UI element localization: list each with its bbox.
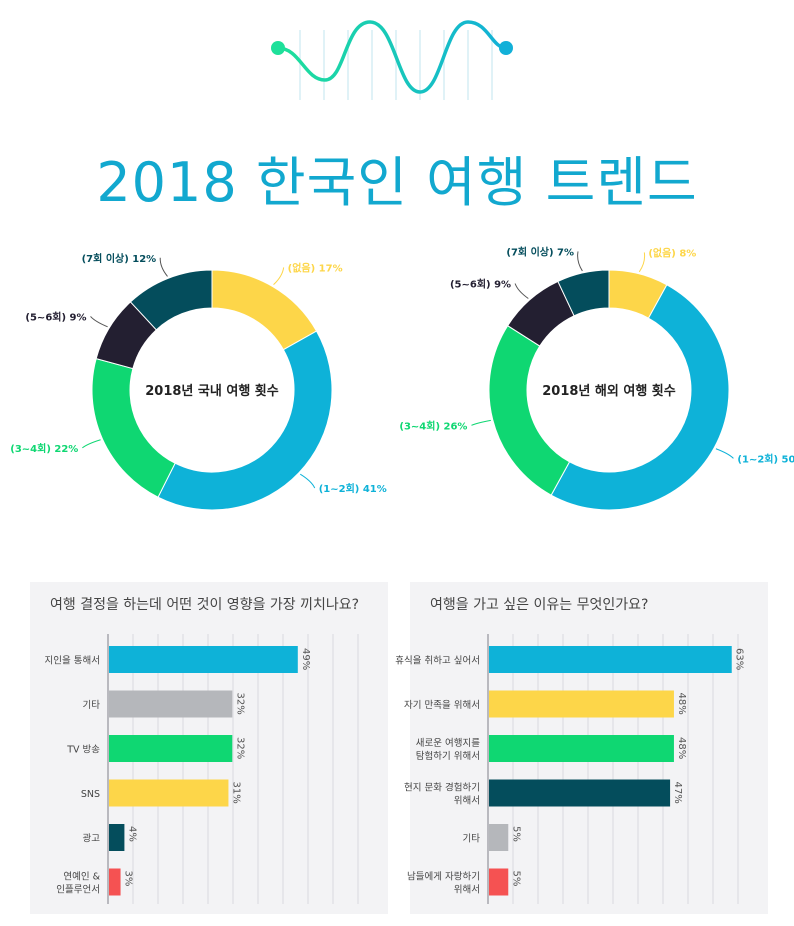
bar3-value-5: 5% [510,871,521,887]
donut0-slice-4 [129,269,213,331]
bar2-value-2: 32% [234,737,245,759]
donut1-center-title: 2018년 해외 여행 횟수 [542,383,676,399]
donut1-slice-4 [557,269,610,317]
donut1-label-3: (5~6회) 9% [450,277,511,290]
bar2-bar-5 [109,868,121,896]
influence-bar-chart: 지인을 통해서 49% 기타 32% TV 방송 32% SNS 31% 광고 4% 연예인 &인플… [45,634,359,904]
donut1-leader-3 [514,283,529,299]
bar3-category-2-1: 탐험하기 위해서 [416,750,480,762]
reason-bar-panel: 여행을 가고 싶은 이유는 무엇인가요? 휴식을 취하고 싶어서 63% 자기 만족… [395,582,768,914]
bar2-value-4: 4% [126,826,137,842]
wave-logo-icon [271,20,513,100]
bar2-category-0-0: 지인을 통해서 [45,655,100,667]
donut0-label-3: (5~6회) 9% [25,310,86,323]
bar2-bar-2 [109,735,233,762]
bar3-value-2: 48% [676,737,687,759]
bar2-bar-3 [109,779,229,807]
donut1-leader-0 [638,252,646,273]
donut1-label-0: (없음) 8% [648,246,696,259]
influence-chart-title: 여행 결정을 하는데 어떤 것이 영향을 가장 끼치나요? [50,597,360,613]
donut0-label-1: (1~2회) 41% [319,482,387,495]
donut0-slice-1 [157,330,333,511]
donut0-leader-1 [299,473,316,489]
bar3-category-3-1: 위해서 [454,795,480,807]
bar3-value-1: 48% [676,693,687,715]
reason-chart-title: 여행을 가고 싶은 이유는 무엇인가요? [430,597,649,613]
donut0-leader-2 [82,439,101,449]
donut1-leader-4 [577,251,583,272]
bar2-category-2-0: TV 방송 [66,745,100,756]
donut0-leader-3 [90,316,108,328]
donut0-leader-0 [273,267,285,286]
bar2-value-1: 32% [234,693,245,715]
bar3-bar-5 [489,868,509,896]
donut1-leader-2 [471,419,491,426]
bar3-category-3-0: 현지 문화 경험하기 [404,782,480,794]
donut0-slice-2 [91,358,176,498]
bar2-category-5-1: 인플루언서 [56,884,100,896]
donut0-leader-4 [159,257,168,277]
bar2-value-0: 49% [300,648,311,670]
donut0-label-0: (없음) 17% [288,261,343,274]
bar3-bar-2 [489,735,674,762]
donut1-leader-1 [715,448,734,459]
donut0-center-title: 2018년 국내 여행 횟수 [145,383,279,399]
donut0-slice-0 [211,269,318,351]
page-title: 2018 한국인 여행 트렌드 [96,151,698,214]
domestic-travel-donut: (없음) 17% (1~2회) 41% (3~4회) 22% (5~6회) 9% (7회… [10,252,387,511]
bar2-category-3-0: SNS [81,789,100,800]
bar3-bar-4 [489,824,509,851]
bar3-category-1-0: 자기 만족을 위해서 [404,699,480,711]
bar3-value-0: 63% [734,648,745,670]
donut0-label-4: (7회 이상) 12% [82,252,157,265]
bar3-value-3: 47% [672,782,683,804]
bar2-bar-0 [109,646,298,673]
donut1-slice-2 [488,325,571,496]
bar2-bar-4 [109,824,125,851]
bar3-bar-3 [489,779,671,807]
donut1-label-2: (3~4회) 26% [399,419,467,432]
bar2-category-1-0: 기타 [83,700,101,711]
bar3-category-2-0: 새로운 여행지를 [416,737,480,749]
influence-bar-panel: 여행 결정을 하는데 어떤 것이 영향을 가장 끼치나요? 지인을 통해서 49%… [30,582,388,914]
bar3-bar-0 [489,646,732,673]
bar3-category-4-0: 기타 [463,834,481,845]
bar2-value-5: 3% [123,871,134,887]
bar2-category-5-0: 연예인 & [63,872,100,883]
bar3-category-5-0: 남들에게 자랑하기 [407,871,480,883]
bar3-bar-1 [489,690,674,718]
donut1-slice-1 [550,284,730,511]
reason-bar-chart: 휴식을 취하고 싶어서 63% 자기 만족을 위해서 48% 새로운 여행지를탐험하기 … [395,634,745,904]
bar2-value-3: 31% [230,782,241,804]
overseas-travel-donut: (없음) 8% (1~2회) 50% (3~4회) 26% (5~6회) 9% (7회 … [399,245,794,511]
donut1-label-4: (7회 이상) 7% [506,245,574,258]
donut0-label-2: (3~4회) 22% [10,442,78,455]
bar2-bar-1 [109,690,233,718]
bar3-value-4: 5% [510,826,521,842]
donut1-label-1: (1~2회) 50% [737,452,794,465]
bar3-category-5-1: 위해서 [454,884,480,896]
bar3-category-0-0: 휴식을 취하고 싶어서 [395,655,480,667]
bar2-category-4-0: 광고 [83,833,101,845]
